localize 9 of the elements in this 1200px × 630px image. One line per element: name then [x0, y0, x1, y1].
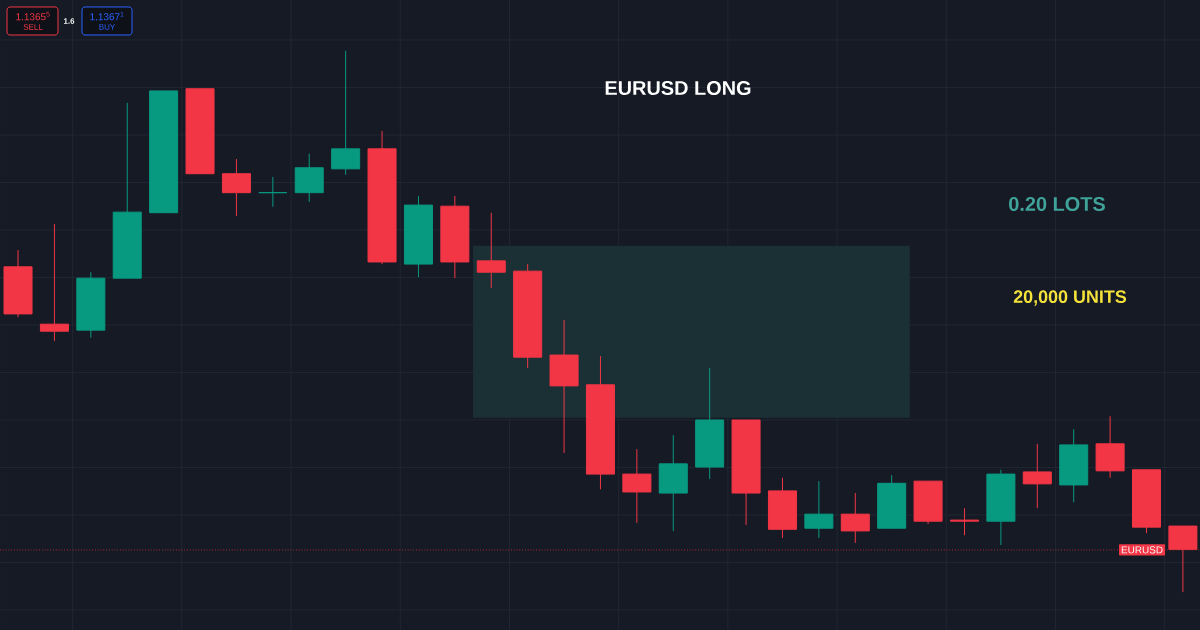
annotation: 0.20 LOTS — [1009, 196, 1105, 212]
candlestick — [39, 223, 69, 342]
annotation: EURUSD LONG — [605, 80, 751, 96]
candlestick — [949, 507, 980, 536]
text: 1.1367$^{1}$ — [90, 11, 124, 21]
candlestick — [258, 176, 288, 208]
text: 1.1365$^{5}$ — [16, 11, 50, 21]
annotation: 20,000 UNITS — [1013, 290, 1127, 306]
ref-line-label: EURUSD — [1121, 546, 1163, 554]
